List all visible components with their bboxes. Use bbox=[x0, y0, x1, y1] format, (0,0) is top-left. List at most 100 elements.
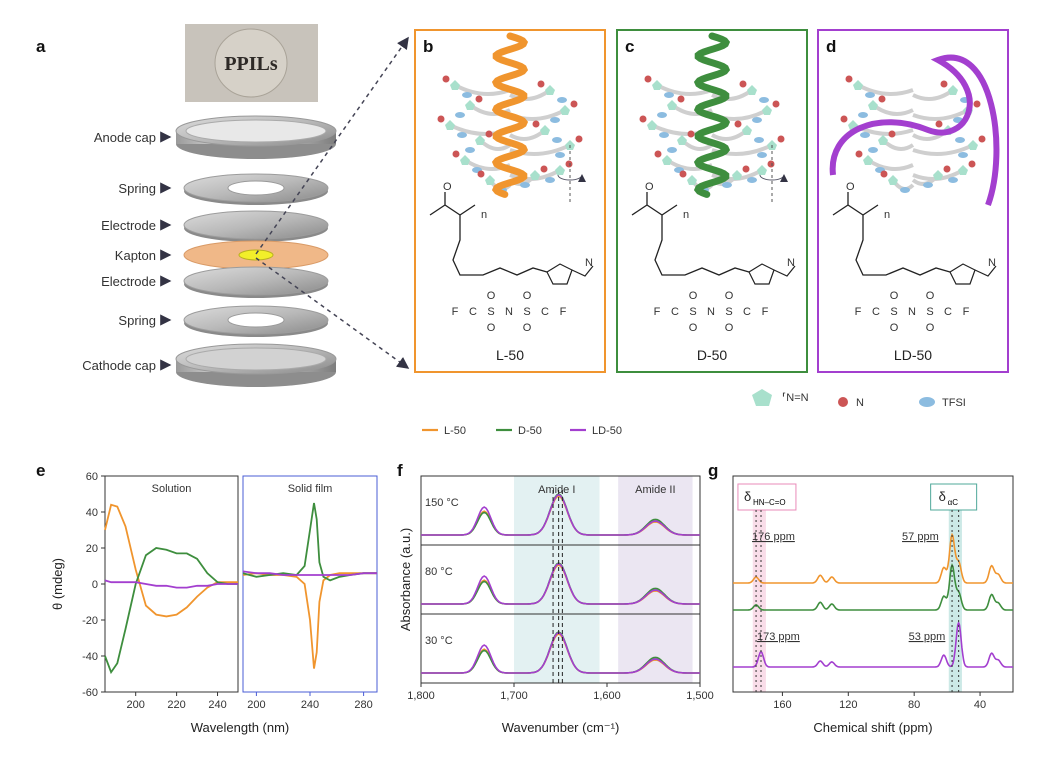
tfsi-bead bbox=[664, 92, 674, 98]
triazole-bead bbox=[868, 100, 878, 110]
tfsi-bead bbox=[659, 132, 669, 138]
repeat-n: n bbox=[683, 209, 689, 221]
structure-label: D-50 bbox=[697, 347, 728, 363]
ammonium-arm bbox=[773, 265, 796, 277]
tfsi-icon bbox=[919, 397, 935, 407]
tfsi-bead bbox=[722, 182, 732, 188]
ammonium-bead bbox=[639, 115, 647, 123]
ftir-series-line bbox=[421, 562, 700, 605]
tfsi-atom: C bbox=[671, 306, 679, 318]
cell-part-label: Anode cap bbox=[94, 130, 156, 145]
ppm-annotation: 57 ppm bbox=[902, 531, 939, 543]
ammonium-arm bbox=[974, 265, 997, 277]
repeat-n: n bbox=[481, 209, 487, 221]
ammonium-bead bbox=[477, 170, 485, 178]
ammonium-bead bbox=[888, 130, 896, 138]
tfsi-oxygen: O bbox=[725, 322, 734, 334]
tfsi-bead bbox=[552, 137, 562, 143]
tfsi-bead bbox=[462, 92, 472, 98]
ammonium-bead bbox=[772, 100, 780, 108]
tfsi-oxygen: O bbox=[890, 290, 899, 302]
ammonium-n: N bbox=[585, 257, 593, 269]
side-chain bbox=[912, 108, 969, 121]
film-frame bbox=[242, 475, 378, 693]
film-title: Solid film bbox=[288, 483, 333, 495]
triazole-bead bbox=[530, 170, 540, 180]
ppm-annotation: 173 ppm bbox=[757, 631, 800, 643]
amide1-label: Amide I bbox=[538, 484, 575, 496]
carbonyl-tag-symbol: δ bbox=[744, 489, 751, 504]
tfsi-bead bbox=[900, 187, 910, 193]
tfsi-atom: F bbox=[654, 306, 661, 318]
ammonium-bead bbox=[855, 150, 863, 158]
panel-label-e: e bbox=[36, 461, 45, 480]
structure-label: L-50 bbox=[496, 347, 524, 363]
series-legend: L-50 D-50 LD-50 bbox=[422, 425, 622, 437]
tfsi-bead bbox=[555, 152, 565, 158]
x-tick-label: 1,800 bbox=[407, 690, 435, 702]
tfsi-atom: C bbox=[872, 306, 880, 318]
tfsi-bead bbox=[759, 97, 769, 103]
tfsi-bead bbox=[455, 112, 465, 118]
tfsi-atom: F bbox=[762, 306, 769, 318]
triazole-bead bbox=[878, 135, 888, 145]
nmr-frame bbox=[732, 475, 1014, 693]
triazole-bead bbox=[958, 165, 968, 175]
triazole-bead bbox=[445, 120, 455, 130]
triazole-ring bbox=[748, 263, 775, 285]
solution-title: Solution bbox=[152, 483, 192, 495]
triazole-bead bbox=[933, 170, 943, 180]
tfsi-bead bbox=[923, 182, 933, 188]
triazole-bead bbox=[652, 80, 662, 90]
cell-part-label: Cathode cap bbox=[82, 358, 156, 373]
ammonium-bead bbox=[734, 120, 742, 128]
cell-part-label: Spring bbox=[118, 313, 156, 328]
cd-series-line bbox=[242, 502, 377, 582]
ammonium-bead bbox=[878, 95, 886, 103]
tfsi-oxygen: O bbox=[725, 290, 734, 302]
ammonium-bead bbox=[679, 170, 687, 178]
panel-label-c: c bbox=[625, 37, 634, 56]
tfsi-bead bbox=[752, 117, 762, 123]
triazole-bead bbox=[968, 140, 978, 150]
helix-backbone bbox=[693, 32, 731, 198]
panel-label-f: f bbox=[397, 461, 403, 480]
triazole-bead bbox=[460, 155, 470, 165]
tfsi-oxygen: O bbox=[689, 322, 698, 334]
disc-face bbox=[183, 210, 329, 240]
y-tick-label: 60 bbox=[86, 471, 98, 483]
ammonium-bead bbox=[532, 120, 540, 128]
tfsi-oxygen: O bbox=[523, 290, 532, 302]
ftir-series-line bbox=[421, 631, 700, 674]
ammonium-bead bbox=[485, 130, 493, 138]
tfsi-bead bbox=[858, 112, 868, 118]
ammonium-bead bbox=[575, 135, 583, 143]
tfsi-atom: S bbox=[523, 306, 530, 318]
tfsi-atom: S bbox=[487, 306, 494, 318]
structure-panel-frame bbox=[414, 29, 606, 373]
legend-label: D-50 bbox=[518, 425, 542, 437]
ammonium-bead bbox=[943, 165, 951, 173]
side-chain bbox=[912, 143, 974, 156]
legend-label: L-50 bbox=[444, 425, 466, 437]
temperature-label: 80 °C bbox=[425, 566, 453, 578]
triazole-ring bbox=[949, 263, 976, 285]
alpha-carbon-tag bbox=[930, 483, 978, 511]
ftir-series-line bbox=[421, 493, 700, 536]
x-tick-label: 1,700 bbox=[500, 690, 528, 702]
ammonium-bead bbox=[687, 130, 695, 138]
triazole-icon bbox=[752, 389, 772, 406]
ammonium-bead bbox=[437, 115, 445, 123]
tfsi-atom: C bbox=[469, 306, 477, 318]
legend-label: LD-50 bbox=[592, 425, 622, 437]
amide2-label: Amide II bbox=[635, 484, 675, 496]
tfsi-oxygen: O bbox=[689, 290, 698, 302]
panel-label-d: d bbox=[826, 37, 836, 56]
tfsi-bead bbox=[465, 147, 475, 153]
triazole-bead bbox=[732, 170, 742, 180]
tfsi-oxygen: O bbox=[523, 322, 532, 334]
ammonium-n: N bbox=[988, 257, 996, 269]
ftir-frame bbox=[420, 475, 701, 684]
